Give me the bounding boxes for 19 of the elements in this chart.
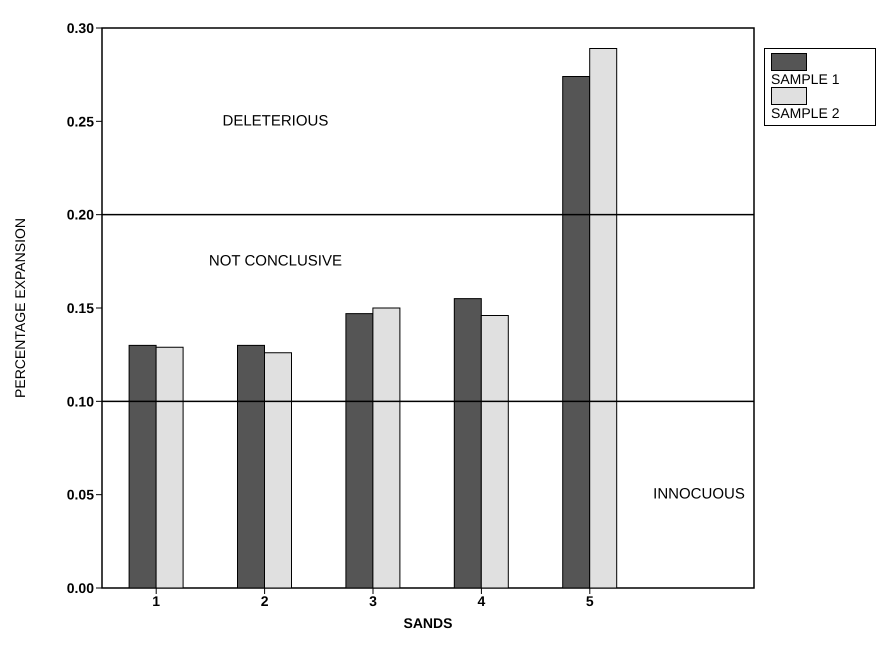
y-axis-title: PERCENTAGE EXPANSION [12, 218, 28, 398]
y-tick-label: 0.10 [66, 393, 94, 410]
x-tick-label: 4 [478, 592, 486, 609]
y-tick-label: 0.15 [66, 300, 94, 316]
y-tick-label: 0.30 [66, 20, 94, 36]
y-tick-label: 0.20 [66, 206, 94, 223]
legend-label: SAMPLE 1 [771, 71, 840, 87]
y-tick-label: 0.00 [66, 580, 94, 596]
x-tick-label: 2 [260, 592, 269, 609]
text: INNOCUOUS [653, 486, 745, 503]
annotation: NOT CONCLUSIVE [208, 252, 342, 270]
x-axis-title: SANDS [403, 615, 453, 631]
x-tick-label: 3 [369, 592, 378, 609]
y-tick-label: 0.05 [66, 486, 94, 503]
x-tick-label: 5 [586, 592, 594, 609]
legend-label: SAMPLE 2 [771, 105, 840, 121]
y-tick-label: 0.25 [66, 113, 94, 130]
annotation: DELETERIOUS [222, 112, 328, 130]
x-tick-label: 1 [152, 592, 160, 609]
